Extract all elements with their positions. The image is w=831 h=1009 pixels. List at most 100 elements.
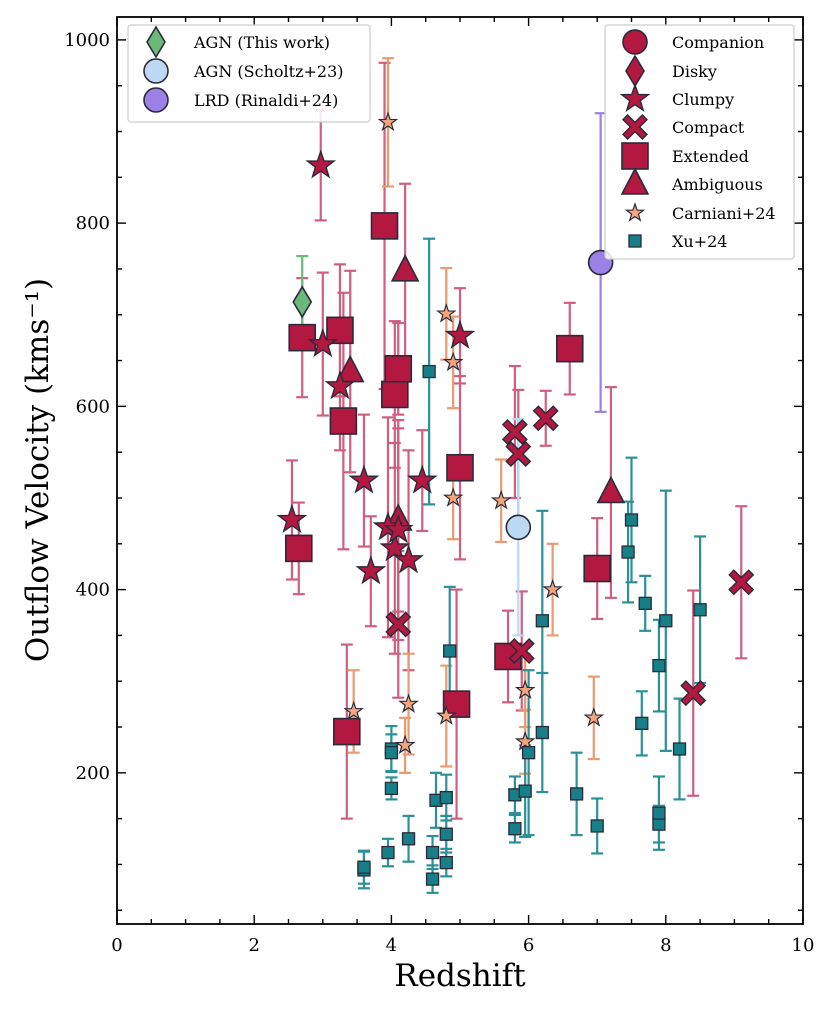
xu-24-point xyxy=(659,614,673,628)
y-tick-label: 600 xyxy=(76,396,110,417)
legend-clumpy-marker xyxy=(619,82,651,113)
legend-carniani-24-marker xyxy=(624,202,646,222)
x-tick-label: 6 xyxy=(523,935,534,956)
legend-left: AGN (This work) AGN (Scholtz+23) LRD (Ri… xyxy=(127,24,371,123)
marker-layer xyxy=(276,111,755,886)
compact-point xyxy=(532,405,559,432)
legend-xu-24-marker xyxy=(628,234,642,248)
clumpy-point xyxy=(444,319,476,349)
legend-extended-marker xyxy=(621,142,649,170)
xu-24-point xyxy=(384,781,399,796)
extended-point xyxy=(384,355,413,383)
clumpy-point xyxy=(355,555,387,585)
xu-24-point xyxy=(652,658,666,673)
carniani-24-point xyxy=(435,705,457,725)
legend-left-label: LRD (Rinaldi+24) xyxy=(194,91,338,110)
carniani-24-point xyxy=(398,693,419,713)
xu-24-point xyxy=(425,872,440,886)
y-axis-label: Outflow Velocity (kms⁻¹) xyxy=(20,278,56,662)
extended-point xyxy=(329,407,358,435)
legend-right-label: Compact xyxy=(672,118,745,137)
xu-24-point xyxy=(569,787,584,801)
xu-24-point xyxy=(439,827,453,841)
y-tick-label: 800 xyxy=(76,213,110,234)
legend-right-label: Ambiguous xyxy=(671,175,763,194)
xu-24-point xyxy=(508,822,522,836)
carniani-24-point xyxy=(514,679,536,700)
x-tick-label: 4 xyxy=(386,935,397,956)
agn-scholtz-23-point xyxy=(505,514,532,541)
xu-24-point xyxy=(652,817,666,831)
legend-right-label: Companion xyxy=(672,33,764,52)
compact-point xyxy=(385,611,412,638)
extended-point xyxy=(288,323,317,352)
carniani-24-point xyxy=(435,303,457,323)
carniani-24-point xyxy=(583,707,605,727)
carniani-24-point xyxy=(394,734,416,755)
legend-right-label: Extended xyxy=(672,147,749,166)
compact-point xyxy=(501,419,528,446)
carniani-24-point xyxy=(490,489,512,510)
compact-point xyxy=(505,441,532,467)
xu-24-point xyxy=(693,603,707,617)
compact-point xyxy=(728,569,755,596)
extended-point xyxy=(381,380,409,409)
legend-left-markers xyxy=(143,25,169,113)
clumpy-point xyxy=(307,327,339,358)
clumpy-point xyxy=(379,532,411,562)
legend-left-box xyxy=(127,24,371,123)
legend-left-label: AGN (This work) xyxy=(193,33,330,52)
legend-right-label: Disky xyxy=(672,62,717,81)
compact-point xyxy=(508,637,535,664)
tick-layer: 0 2 4 6 8 10 200 400 600 800 1000 xyxy=(64,17,814,956)
legend-right-label: Clumpy xyxy=(672,90,734,109)
xu-24-point xyxy=(422,364,436,379)
extended-point xyxy=(555,334,584,363)
y-tick-label: 1000 xyxy=(64,30,110,51)
extended-point xyxy=(583,554,612,583)
legend-right-box xyxy=(604,24,795,260)
legend-ambiguous-marker xyxy=(620,167,650,195)
xu-24-point xyxy=(535,614,549,628)
xu-24-point xyxy=(443,644,457,658)
legend-agn-scholtz-23-marker xyxy=(143,58,169,84)
xu-24-point xyxy=(357,860,371,874)
xu-24-point xyxy=(590,819,604,833)
legend-right-markers xyxy=(619,29,651,248)
carniani-24-point xyxy=(442,487,464,507)
carniani-24-point xyxy=(343,700,364,721)
legend-right: Companion Disky Clumpy Compact Extended … xyxy=(604,24,795,260)
extended-point xyxy=(370,212,399,240)
ambiguous-point xyxy=(390,254,420,282)
extended-point xyxy=(333,717,361,746)
clumpy-point xyxy=(276,503,308,534)
clumpy-point xyxy=(382,513,414,544)
x-tick-label: 10 xyxy=(792,935,815,956)
legend-right-label: Xu+24 xyxy=(672,232,727,251)
legend-lrd-rinaldi-24-marker xyxy=(143,87,169,113)
xu-24-point xyxy=(521,746,536,760)
xu-24-point xyxy=(535,725,549,740)
xu-24-point xyxy=(439,790,453,805)
xu-24-point xyxy=(518,784,532,798)
xu-24-point xyxy=(652,806,666,820)
legend-companion-marker xyxy=(622,29,648,55)
legend-left-label: AGN (Scholtz+23) xyxy=(193,62,344,81)
x-tick-label: 0 xyxy=(111,935,122,956)
compact-point xyxy=(680,680,707,707)
legend-right-label: Carniani+24 xyxy=(672,204,776,223)
x-tick-label: 8 xyxy=(660,935,671,956)
xu-24-point xyxy=(638,596,652,610)
xu-24-point xyxy=(381,845,395,860)
y-tick-label: 200 xyxy=(76,763,110,784)
clumpy-point xyxy=(393,544,424,574)
clumpy-point xyxy=(305,149,337,179)
y-tick-label: 400 xyxy=(76,580,110,601)
carniani-24-point xyxy=(514,730,536,751)
clumpy-point xyxy=(324,370,356,400)
carniani-24-point xyxy=(442,351,464,372)
x-axis-label: Redshift xyxy=(394,958,526,994)
xu-24-point xyxy=(635,716,649,731)
legend-agn-this-work-marker xyxy=(146,25,166,59)
